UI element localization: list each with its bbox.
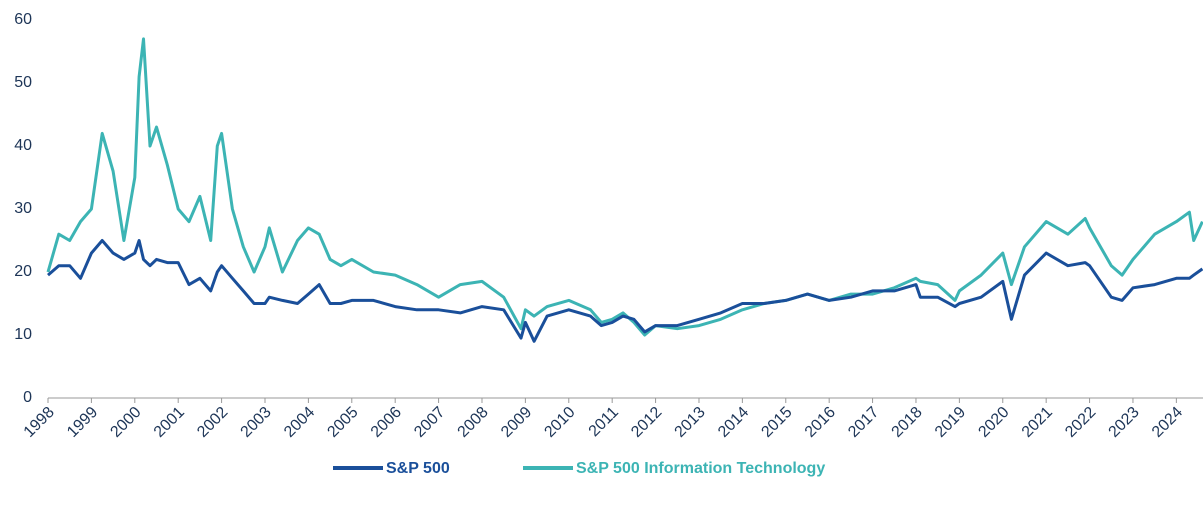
x-tick-label: 2015 xyxy=(758,404,795,441)
y-tick-label: 40 xyxy=(14,137,32,154)
x-tick-label: 2014 xyxy=(715,404,752,441)
line-series xyxy=(46,37,1203,337)
x-tick-label: 2013 xyxy=(672,404,709,441)
x-tick-label: 2003 xyxy=(238,404,275,441)
legend-text: S&P 500 Information Technology xyxy=(576,460,825,477)
x-tick-label: 2017 xyxy=(845,404,882,441)
x-tick-label: 2008 xyxy=(455,404,492,441)
x-tick-label: 2007 xyxy=(411,404,448,441)
x-tick-label: 2004 xyxy=(281,404,318,441)
legend-text: S&P 500 xyxy=(386,460,450,477)
x-tick-label: 2009 xyxy=(498,404,535,441)
y-tick-label: 30 xyxy=(14,200,32,217)
x-tick-label: 2011 xyxy=(586,404,622,440)
x-tick-label: 2001 xyxy=(151,404,188,441)
x-tick-label: 2005 xyxy=(324,404,361,441)
x-tick-label: 2021 xyxy=(1019,404,1056,441)
x-tick-label: 1999 xyxy=(64,404,101,441)
y-tick-label: 20 xyxy=(14,263,32,280)
x-tick-label: 2010 xyxy=(541,404,578,441)
x-tick-label: 1998 xyxy=(21,404,58,441)
y-tick-label: 10 xyxy=(14,326,32,343)
y-tick-label: 50 xyxy=(14,74,32,91)
x-tick-label: 2016 xyxy=(802,404,839,441)
x-tick-label: 2002 xyxy=(194,404,231,441)
x-tick-label: 2012 xyxy=(628,404,665,441)
y-tick-label: 60 xyxy=(14,11,32,28)
line-series xyxy=(47,239,1203,343)
x-tick-label: 2018 xyxy=(889,404,926,441)
x-tick-label: 2000 xyxy=(107,404,144,441)
x-tick-label: 2019 xyxy=(932,404,969,441)
y-tick-label: 0 xyxy=(23,389,32,406)
x-tick-label: 2023 xyxy=(1106,404,1143,441)
x-tick-label: 2022 xyxy=(1062,404,1099,441)
x-tick-label: 2024 xyxy=(1149,404,1186,441)
x-tick-label: 2006 xyxy=(368,404,405,441)
x-tick-label: 2020 xyxy=(975,404,1012,441)
